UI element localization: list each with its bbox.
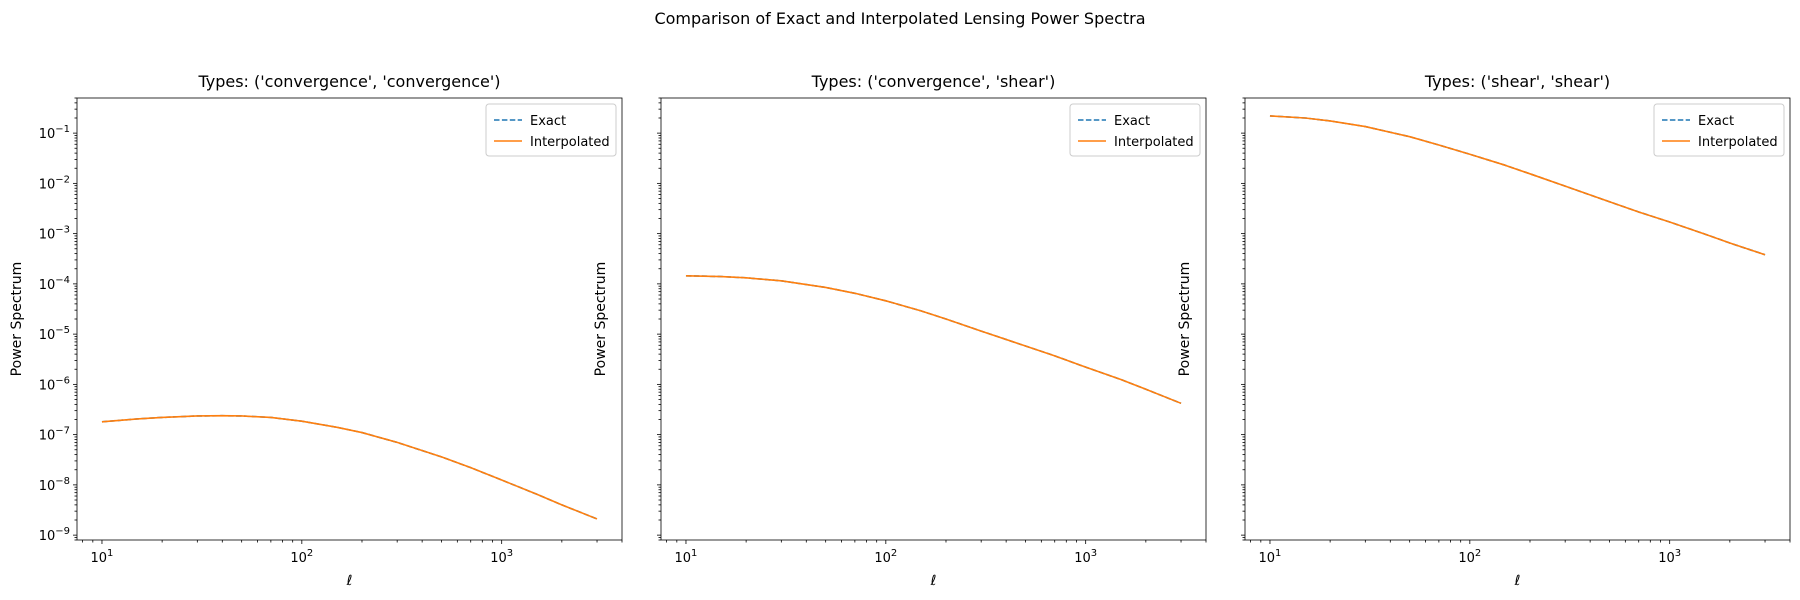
legend-label: Interpolated [1698,135,1778,150]
panel-title: Types: ('convergence', 'shear') [811,72,1056,91]
legend-label: Exact [530,114,566,129]
x-tick-label: 101 [675,548,698,566]
legend-box [1653,103,1785,157]
x-tick-label: 101 [91,548,114,566]
figure-suptitle: Comparison of Exact and Interpolated Len… [654,9,1145,28]
axes-frame [1244,97,1791,541]
axes-frame [660,97,1207,541]
x-tick-label: 102 [874,548,897,566]
x-tick-label: 103 [490,548,513,566]
legend: Exact Interpolated [1069,103,1201,157]
panel-title: Types: ('shear', 'shear') [1424,72,1610,91]
x-axis-label: ℓ [930,573,937,589]
y-axis-label: Power Spectrum [1177,262,1193,377]
y-tick-label: 10−1 [39,124,70,142]
legend: Exact Interpolated [1653,103,1785,157]
interpolated-series-line [101,414,598,520]
y-tick-label: 10−3 [39,225,70,243]
panels: Types: ('convergence', 'convergence') 101… [9,72,1791,589]
axes-frame [76,97,623,541]
y-tick-label: 10−2 [39,174,70,192]
legend-label: Interpolated [1114,135,1194,150]
x-tick-label: 102 [1458,548,1481,566]
y-tick-label: 10−8 [39,476,70,494]
x-axis-label: ℓ [1514,573,1521,589]
legend-label: Interpolated [530,135,610,150]
y-tick-label: 10−5 [39,325,70,343]
chart-panel-1: Types: ('convergence', 'convergence') 101… [9,72,623,589]
x-axis-label: ℓ [346,573,353,589]
interpolated-series-line [1269,115,1766,256]
chart-panel-2: Types: ('convergence', 'shear') 101 102 103… [593,72,1207,589]
y-tick-label: 10−7 [39,426,70,444]
legend-box [485,103,617,157]
y-tick-label: 10−6 [39,375,70,393]
y-axis-label: Power Spectrum [9,262,25,377]
x-tick-label: 103 [1074,548,1097,566]
chart-panel-3: Types: ('shear', 'shear') 101 102 103 ℓ Power… [1177,72,1791,589]
y-axis-label: Power Spectrum [593,262,609,377]
y-tick-label: 10−4 [39,275,70,293]
y-tick-label: 10−9 [39,526,70,544]
legend-label: Exact [1114,114,1150,129]
x-tick-label: 103 [1658,548,1681,566]
panel-title: Types: ('convergence', 'convergence') [197,72,500,91]
legend: Exact Interpolated [485,103,617,157]
interpolated-series-line [685,274,1182,405]
legend-box [1069,103,1201,157]
x-tick-label: 102 [290,548,313,566]
legend-label: Exact [1698,114,1734,129]
x-tick-label: 101 [1259,548,1282,566]
